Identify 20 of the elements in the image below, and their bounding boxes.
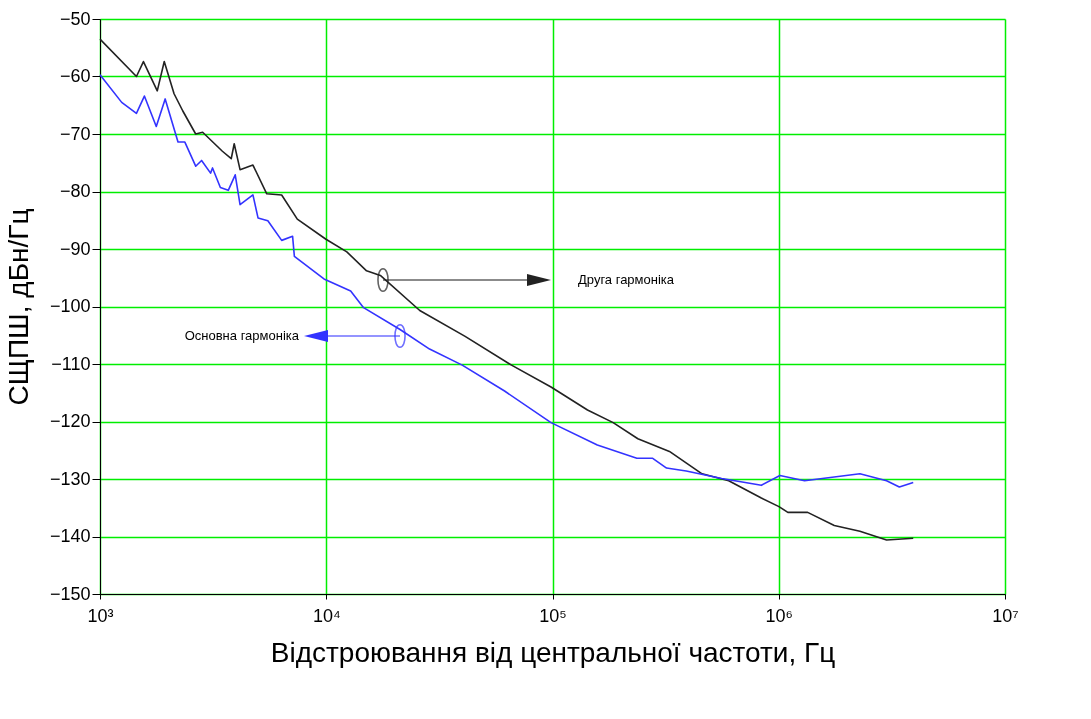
y-tick-label: −100	[49, 296, 91, 316]
x-tick-label: 10⁴	[312, 605, 341, 626]
y-tick-label: −110	[51, 353, 91, 374]
y-tick-label: −130	[49, 468, 91, 489]
x-tick-label: 10⁶	[765, 605, 793, 626]
y-tick-label: −90	[59, 238, 91, 259]
y-tick-label: −140	[49, 526, 91, 546]
y-tick-label: −120	[49, 411, 91, 431]
y-tick-label: −80	[59, 181, 91, 201]
annotation: Основна гармоніка	[184, 328, 300, 343]
y-tick-label: −60	[59, 66, 91, 86]
x-tick-label: 10⁷	[992, 605, 1019, 626]
y-tick-label: −70	[59, 123, 91, 144]
annotation: Друга гармоніка	[578, 272, 675, 287]
x-tick-label: 10³	[87, 605, 114, 626]
y-tick-label: −50	[59, 8, 91, 29]
x-tick-label: 10⁵	[539, 605, 567, 626]
y-tick-label: −150	[49, 583, 91, 604]
y-axis-title: СЩПШ, дБн/Гц	[2, 208, 34, 406]
x-axis-title: Відстроювання від центральної частоти, Гц	[270, 636, 836, 668]
